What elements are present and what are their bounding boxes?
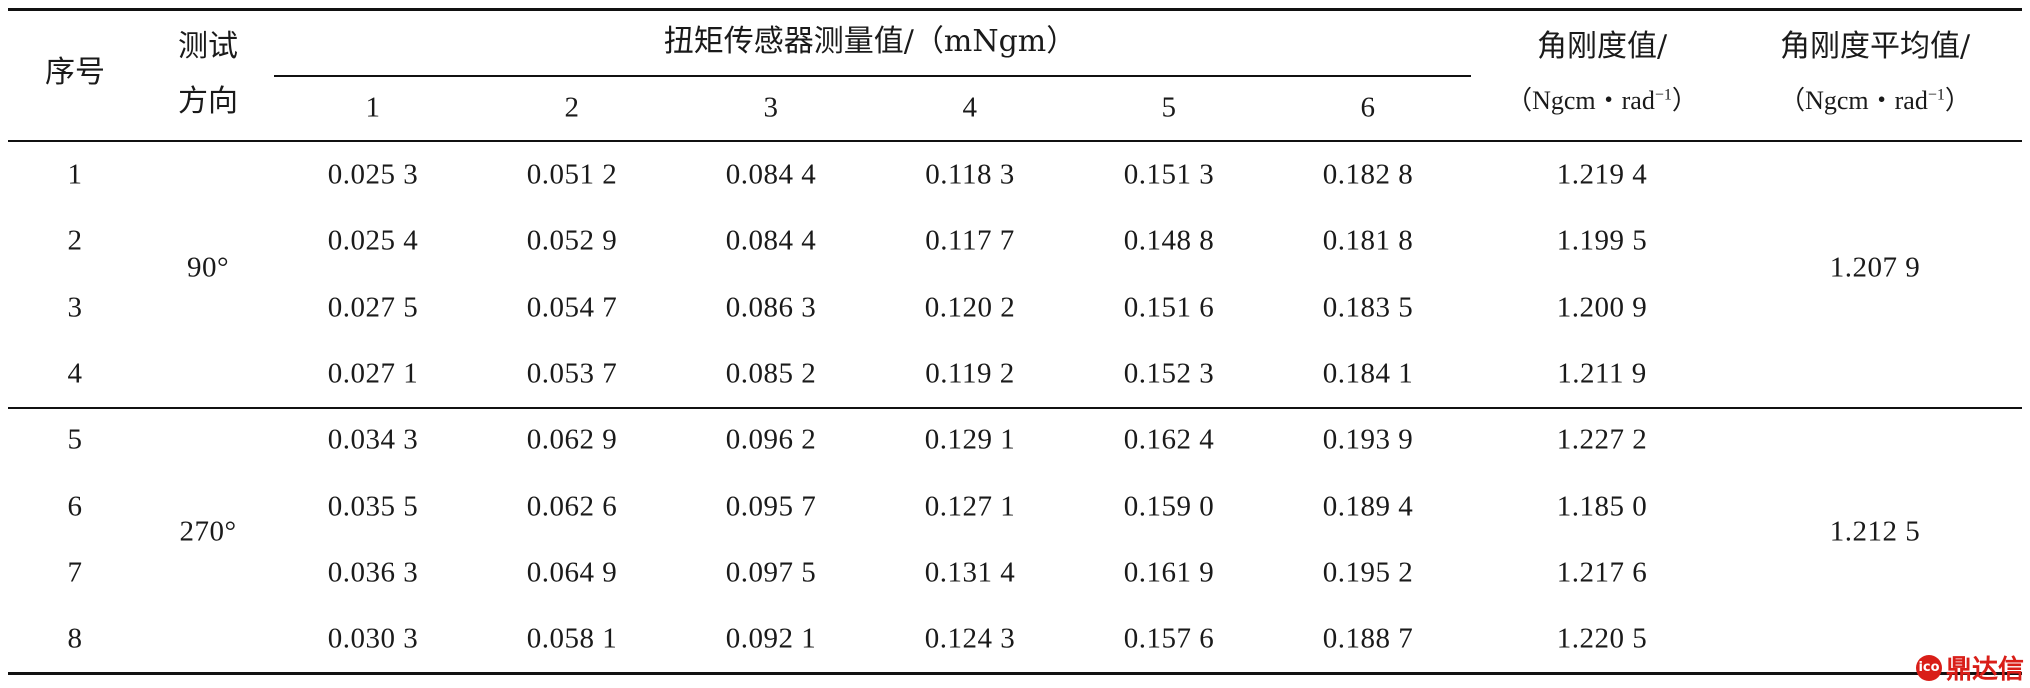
torque-group-underline (274, 75, 1471, 77)
row-index-cell: 6 (67, 490, 83, 523)
torque-value-cell: 0.148 8 (1123, 224, 1215, 257)
header-index: 序号 (45, 55, 105, 90)
row-index-cell: 3 (67, 291, 83, 324)
torque-value-cell: 0.118 3 (925, 158, 1015, 191)
header-torque-group: 扭矩传感器测量值/（mNgm） (663, 24, 1077, 59)
torque-value-cell: 0.035 5 (327, 490, 419, 523)
torque-value-cell: 0.084 4 (725, 158, 817, 191)
watermark-text: 鼎达信 (1945, 655, 2024, 685)
torque-value-cell: 0.054 7 (526, 291, 618, 324)
header-stiffness-unit: （Ngcm・rad−1） (1506, 86, 1698, 115)
header-torque-col-6: 6 (1360, 91, 1376, 124)
torque-value-cell: 0.189 4 (1322, 490, 1414, 523)
row-index-cell: 2 (67, 224, 83, 257)
torque-value-cell: 0.062 6 (526, 490, 618, 523)
torque-value-cell: 0.124 3 (924, 622, 1016, 655)
header-direction-line2: 方向 (178, 84, 238, 119)
row-index-cell: 4 (67, 357, 83, 390)
torque-value-cell: 0.127 1 (924, 490, 1016, 523)
stiffness-value-cell: 1.227 2 (1556, 423, 1648, 456)
torque-value-cell: 0.085 2 (725, 357, 817, 390)
header-torque-col-5: 5 (1161, 91, 1177, 124)
torque-value-cell: 0.120 2 (924, 291, 1016, 324)
header-bottom-rule (8, 140, 2022, 142)
torque-value-cell: 0.157 6 (1123, 622, 1215, 655)
torque-value-cell: 0.152 3 (1123, 357, 1215, 390)
torque-value-cell: 0.151 6 (1123, 291, 1215, 324)
torque-value-cell: 0.195 2 (1322, 556, 1414, 589)
stiffness-value-cell: 1.199 5 (1556, 224, 1648, 257)
torque-value-cell: 0.025 3 (327, 158, 419, 191)
header-stiffness-line1: 角刚度值/ (1536, 29, 1668, 64)
stiffness-value-cell: 1.219 4 (1556, 158, 1648, 191)
direction-cell: 270° (179, 515, 237, 548)
torque-value-cell: 0.183 5 (1322, 291, 1414, 324)
torque-value-cell: 0.051 2 (526, 158, 618, 191)
torque-value-cell: 0.181 8 (1322, 224, 1414, 257)
top-rule (8, 8, 2022, 11)
torque-value-cell: 0.086 3 (725, 291, 817, 324)
header-torque-col-4: 4 (962, 91, 978, 124)
stiffness-value-cell: 1.217 6 (1556, 556, 1648, 589)
torque-value-cell: 0.062 9 (526, 423, 618, 456)
header-torque-col-3: 3 (763, 91, 779, 124)
header-torque-col-1: 1 (365, 91, 381, 124)
group-divider-rule (8, 407, 2022, 409)
direction-cell: 90° (186, 251, 230, 284)
torque-value-cell: 0.184 1 (1322, 357, 1414, 390)
torque-value-cell: 0.092 1 (725, 622, 817, 655)
stiffness-value-cell: 1.185 0 (1556, 490, 1648, 523)
torque-value-cell: 0.053 7 (526, 357, 618, 390)
torque-value-cell: 0.052 9 (526, 224, 618, 257)
torque-value-cell: 0.162 4 (1123, 423, 1215, 456)
bottom-rule (8, 672, 2022, 675)
torque-value-cell: 0.034 3 (327, 423, 419, 456)
torque-value-cell: 0.159 0 (1123, 490, 1215, 523)
torque-value-cell: 0.084 4 (725, 224, 817, 257)
torque-value-cell: 0.182 8 (1322, 158, 1414, 191)
torque-value-cell: 0.131 4 (924, 556, 1016, 589)
torque-value-cell: 0.025 4 (327, 224, 419, 257)
torque-value-cell: 0.151 3 (1123, 158, 1215, 191)
torque-value-cell: 0.193 9 (1322, 423, 1414, 456)
row-index-cell: 1 (67, 158, 83, 191)
torque-value-cell: 0.129 1 (924, 423, 1016, 456)
row-index-cell: 8 (67, 622, 83, 655)
torque-value-cell: 0.027 1 (327, 357, 419, 390)
watermark-logo-icon: ico (1915, 654, 1942, 681)
average-stiffness-cell: 1.212 5 (1829, 515, 1921, 548)
header-average-line1: 角刚度平均值/ (1779, 29, 1971, 64)
torque-value-cell: 0.036 3 (327, 556, 419, 589)
torque-value-cell: 0.027 5 (327, 291, 419, 324)
stiffness-value-cell: 1.220 5 (1556, 622, 1648, 655)
torque-value-cell: 0.188 7 (1322, 622, 1414, 655)
header-torque-col-2: 2 (564, 91, 580, 124)
header-direction-line1: 测试 (178, 29, 238, 64)
torque-value-cell: 0.095 7 (725, 490, 817, 523)
torque-value-cell: 0.058 1 (526, 622, 618, 655)
header-average-unit: （Ngcm・rad−1） (1779, 86, 1971, 115)
stiffness-value-cell: 1.211 9 (1557, 357, 1647, 390)
watermark: ico 鼎达信 (1915, 649, 2024, 686)
row-index-cell: 7 (67, 556, 83, 589)
torque-value-cell: 0.030 3 (327, 622, 419, 655)
row-index-cell: 5 (67, 423, 83, 456)
average-stiffness-cell: 1.207 9 (1829, 251, 1921, 284)
torque-value-cell: 0.119 2 (925, 357, 1015, 390)
stiffness-value-cell: 1.200 9 (1556, 291, 1648, 324)
torque-value-cell: 0.096 2 (725, 423, 817, 456)
torque-value-cell: 0.064 9 (526, 556, 618, 589)
torque-value-cell: 0.161 9 (1123, 556, 1215, 589)
torque-value-cell: 0.097 5 (725, 556, 817, 589)
torque-value-cell: 0.117 7 (925, 224, 1015, 257)
